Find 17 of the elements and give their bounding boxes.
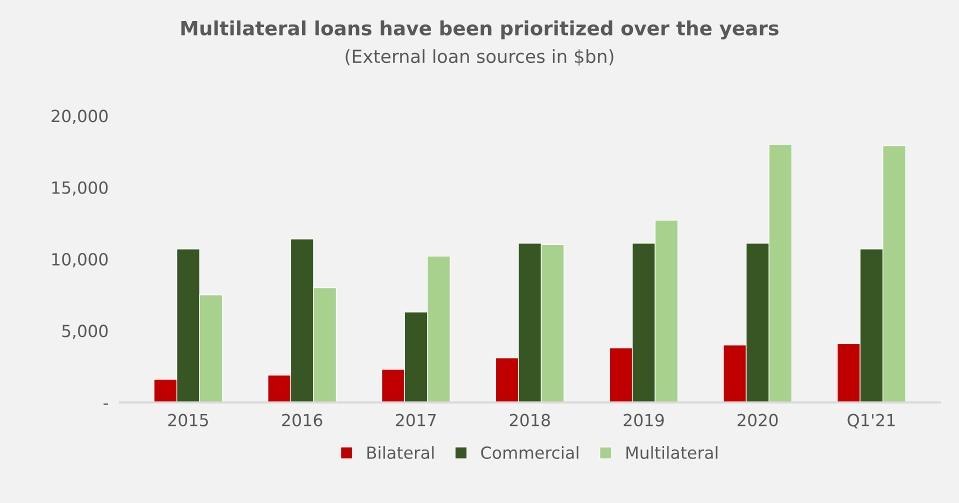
- y-tick-label: 20,000: [52, 110, 108, 124]
- y-tick-label: 15,000: [52, 181, 108, 196]
- x-tick-label: 2017: [396, 414, 436, 426]
- x-tick-label: 2015: [168, 414, 208, 426]
- chart-subtitle: (External loan sources in $bn): [346, 49, 614, 66]
- legend-label: Bilateral: [367, 446, 434, 459]
- x-tick-label: 2018: [510, 414, 550, 426]
- y-tick-label: -: [104, 404, 108, 405]
- x-tick-label: 2019: [624, 414, 664, 426]
- x-tick-label: 2016: [282, 414, 322, 426]
- chart-title: Multilateral loans have been prioritized over the years: [181, 20, 778, 40]
- legend-label: Commercial: [481, 446, 578, 459]
- y-tick-label: 5,000: [62, 324, 108, 339]
- legend-label: Multilateral: [626, 446, 718, 459]
- x-tick-label: Q1'21: [848, 414, 895, 428]
- x-tick-label: 2020: [738, 414, 778, 426]
- y-tick-label: 10,000: [52, 253, 108, 268]
